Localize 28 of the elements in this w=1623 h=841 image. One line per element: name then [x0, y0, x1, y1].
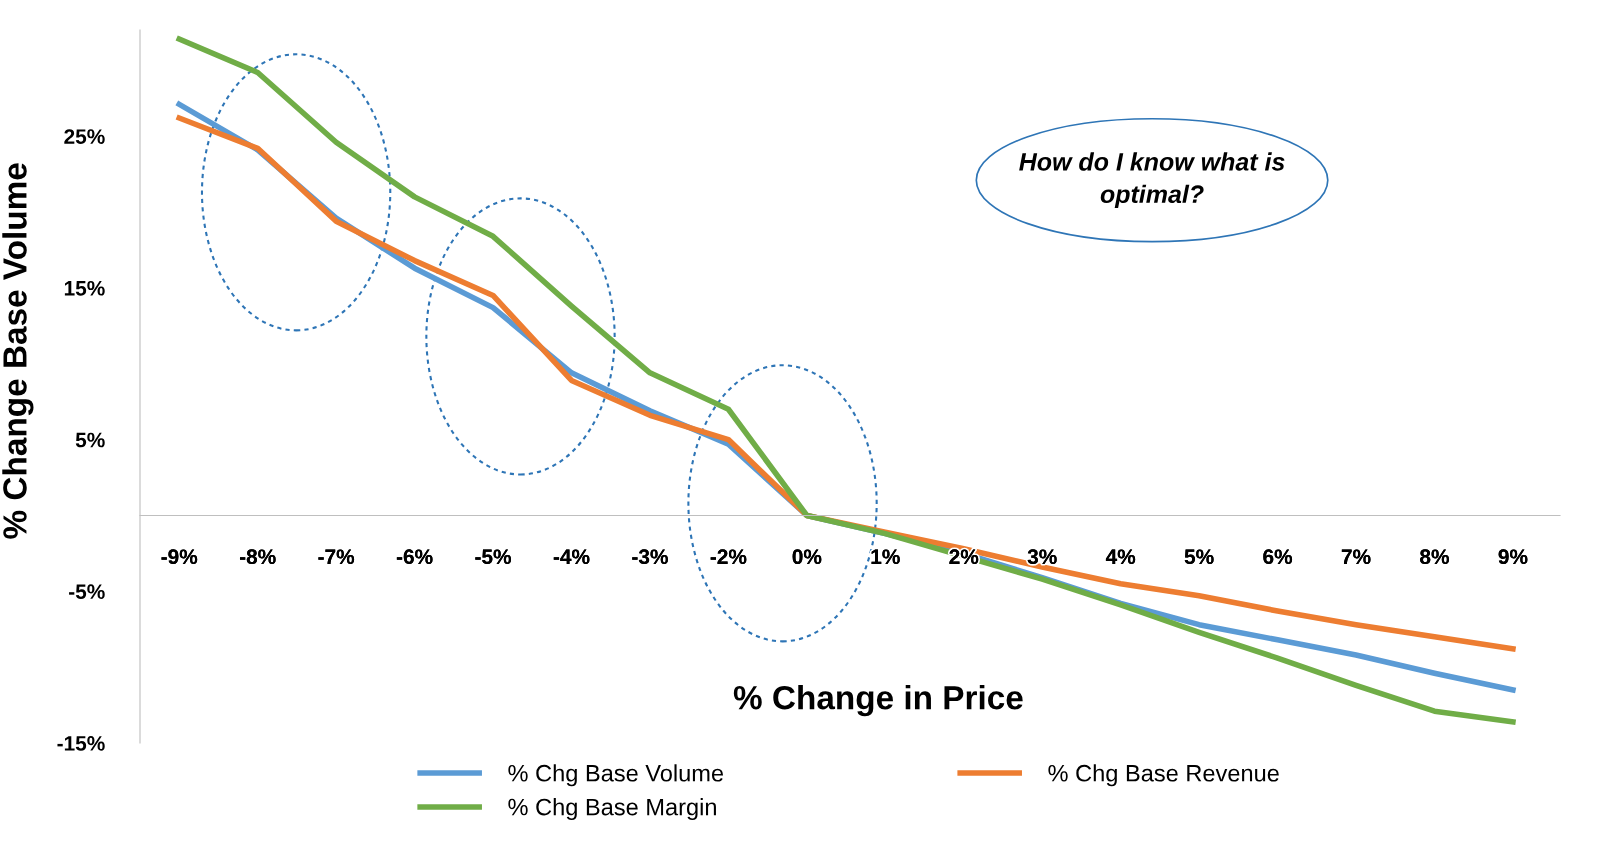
y-tick-label: -5%: [69, 584, 105, 600]
x-axis-title: % Change in Price: [733, 685, 1023, 717]
x-tick-label: -9%: [161, 549, 198, 565]
x-tick-label: 7%: [1341, 549, 1371, 565]
x-tick-label: 5%: [1184, 549, 1214, 565]
y-tick-label: 5%: [75, 432, 105, 448]
x-tick-label: -3%: [632, 549, 668, 565]
x-tick-label: -6%: [396, 549, 433, 565]
x-tick-label: 4%: [1105, 549, 1136, 565]
legend-label: % Chg Base Margin: [508, 798, 716, 821]
legend-label: % Chg Base Revenue: [1048, 764, 1279, 787]
x-tick-label: -2%: [710, 549, 747, 565]
annotation: How do I know what is optimal?: [1019, 152, 1285, 209]
x-tick-label: 3%: [1027, 549, 1057, 565]
x-tick-label: -8%: [239, 549, 276, 565]
y-tick-label: 15%: [64, 280, 105, 296]
legend-label: % Chg Base Volume: [508, 764, 724, 787]
x-tick-label: -5%: [475, 549, 512, 565]
x-tick-label: 0%: [792, 549, 822, 565]
x-tick-label: -4%: [553, 549, 590, 565]
x-tick-label: -7%: [318, 549, 355, 565]
x-tick-label: 8%: [1420, 549, 1449, 565]
y-tick-label: 25%: [64, 129, 105, 144]
x-tick-label: 1%: [871, 549, 900, 565]
x-tick-label: 9%: [1498, 549, 1528, 565]
y-axis-title: % Change Base Volume: [2, 163, 34, 539]
y-tick-label: -15%: [57, 736, 105, 751]
x-tick-label: 6%: [1263, 549, 1293, 565]
